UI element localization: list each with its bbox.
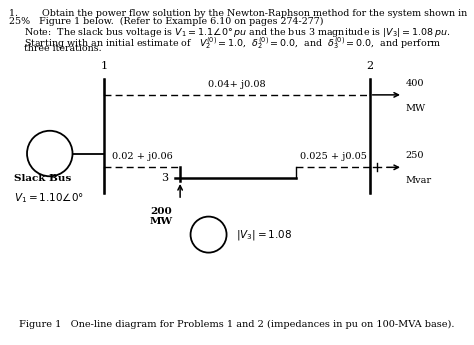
Text: 1.        Obtain the power flow solution by the Newton-Raphson method for the sy: 1. Obtain the power flow solution by the… [9, 9, 468, 18]
Text: 25%   Figure 1 below.  (Refer to Example 6.10 on pages 274-277): 25% Figure 1 below. (Refer to Example 6.… [9, 17, 324, 26]
Text: 200: 200 [150, 207, 172, 216]
Text: 1: 1 [100, 61, 108, 71]
Text: Starting with an initial estimate of   $V_2^{(0)} = 1.0$,  $\delta_2^{(0)} = 0.0: Starting with an initial estimate of $V_… [24, 35, 441, 51]
Text: $V_1 = 1.10\angle0°$: $V_1 = 1.10\angle0°$ [14, 191, 84, 205]
Text: $|V_3| = 1.08$: $|V_3| = 1.08$ [236, 228, 292, 242]
Text: 400: 400 [405, 79, 424, 88]
Text: 2: 2 [366, 61, 374, 71]
Text: 3: 3 [161, 173, 168, 183]
Text: MW: MW [405, 104, 425, 112]
Text: Figure 1   One-line diagram for Problems 1 and 2 (impedances in pu on 100-MVA ba: Figure 1 One-line diagram for Problems 1… [19, 321, 455, 329]
Text: Mvar: Mvar [405, 176, 431, 185]
Text: three iterations.: three iterations. [24, 44, 101, 53]
Text: 0.04+ j0.08: 0.04+ j0.08 [208, 80, 266, 89]
Text: MW: MW [150, 217, 173, 226]
Text: 0.02 + j0.06: 0.02 + j0.06 [112, 152, 173, 161]
Text: 0.025 + j0.05: 0.025 + j0.05 [300, 152, 366, 161]
Text: Slack Bus: Slack Bus [14, 174, 72, 183]
Text: 250: 250 [405, 151, 424, 160]
Text: Note:  The slack bus voltage is $V_1 = 1.1\angle0°\,pu$ and the bus 3 magnitude : Note: The slack bus voltage is $V_1 = 1.… [24, 26, 450, 39]
